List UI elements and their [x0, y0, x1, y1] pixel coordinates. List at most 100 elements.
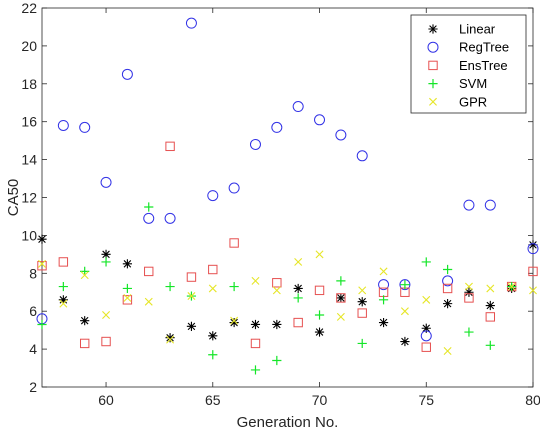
enstree-point	[58, 257, 69, 267]
y-tick-label: 8	[29, 265, 37, 281]
legend-item-gpr: GPR	[429, 94, 487, 109]
legend-item-regtree: RegTree	[427, 40, 509, 55]
regtree-point	[484, 199, 496, 211]
regtree-point	[399, 279, 411, 291]
enstree-point	[79, 338, 90, 349]
enstree-point	[314, 285, 325, 296]
enstree-point	[165, 141, 175, 152]
enstree-point	[272, 278, 282, 288]
legend-marker-enstree	[428, 60, 438, 71]
svm-point	[165, 281, 175, 292]
regtree-point	[79, 121, 91, 133]
regtree-point	[121, 68, 133, 80]
gpr-point	[315, 250, 324, 259]
regtree-point	[442, 275, 454, 287]
regtree-point	[100, 176, 112, 188]
enstree-point	[421, 342, 431, 352]
gpr-point	[358, 286, 367, 295]
svm-point	[58, 281, 68, 292]
regtree-point	[292, 101, 304, 113]
gpr-point	[208, 284, 217, 293]
legend-label-svm: SVM	[459, 76, 487, 91]
x-tick-label: 65	[205, 392, 221, 408]
enstree-point	[336, 293, 346, 303]
gpr-point	[166, 335, 175, 344]
linear-point	[186, 321, 197, 331]
gpr-point	[529, 286, 537, 295]
linear-point	[80, 316, 90, 326]
linear-point	[165, 333, 175, 343]
x-tick-label: 60	[98, 392, 114, 408]
regtree-point	[228, 182, 240, 194]
regtree-point	[164, 212, 176, 224]
y-tick-label: 18	[21, 76, 37, 92]
regtree-point	[207, 190, 219, 202]
legend-label-linear: Linear	[459, 22, 496, 37]
x-tick-label: 80	[525, 392, 540, 408]
y-tick-label: 6	[29, 303, 37, 319]
svm-point	[443, 264, 453, 275]
gpr-point	[486, 284, 495, 293]
linear-point	[58, 295, 68, 305]
svm-point	[378, 295, 389, 305]
y-tick-label: 12	[21, 190, 37, 206]
gpr-point	[272, 286, 281, 295]
regtree-point	[314, 114, 326, 126]
gpr-point	[144, 297, 153, 306]
svm-point	[229, 281, 239, 292]
linear-point	[421, 323, 431, 333]
legend-marker-linear	[428, 24, 438, 34]
gpr-point	[400, 307, 409, 316]
linear-point	[400, 336, 410, 347]
linear-point	[443, 299, 453, 309]
linear-point	[250, 319, 261, 330]
gpr-point	[187, 292, 196, 301]
gpr-point	[336, 312, 345, 321]
svm-point	[421, 257, 431, 267]
linear-point	[314, 327, 325, 337]
svm-point	[208, 350, 218, 360]
enstree-point	[464, 293, 474, 303]
linear-point	[378, 317, 389, 328]
x-axis-label: Generation No.	[237, 414, 339, 431]
regtree-point	[356, 150, 368, 162]
linear-point	[528, 240, 538, 250]
regtree-point	[378, 279, 390, 291]
legend-item-linear: Linear	[428, 22, 496, 37]
linear-point	[101, 249, 111, 259]
gpr-point	[251, 276, 260, 285]
regtree-point	[185, 17, 197, 29]
legend-marker-gpr	[429, 97, 437, 106]
gpr-point	[59, 299, 68, 308]
gpr-point	[123, 293, 132, 302]
tick-labels: 60 65 70 75 80 2 4 6 8 10 12 14 16 18 20 22	[21, 0, 540, 408]
enstree-point	[37, 261, 47, 271]
svm-point	[122, 283, 132, 294]
gpr-point	[294, 257, 303, 266]
svm-point	[464, 327, 474, 337]
linear-point	[485, 300, 495, 311]
enstree-point	[229, 238, 239, 248]
enstree-point	[208, 264, 218, 275]
data-marks	[36, 17, 539, 375]
svm-point	[144, 202, 154, 212]
series-enstree	[37, 141, 538, 352]
regtree-point	[271, 121, 283, 133]
svm-point	[336, 276, 346, 286]
legend-marker-regtree	[427, 41, 439, 53]
legend: Linear RegTree EnsTree SVM GPR	[410, 14, 527, 114]
linear-point	[272, 319, 282, 330]
linear-point	[464, 287, 474, 297]
gpr-point	[464, 282, 473, 291]
gpr-point	[38, 259, 46, 268]
x-tick-label: 75	[418, 392, 434, 408]
y-tick-label: 22	[21, 0, 37, 16]
x-tick-label: 70	[312, 392, 328, 408]
svm-point	[293, 293, 303, 303]
gpr-point	[102, 311, 111, 319]
legend-item-enstree: EnsTree	[428, 58, 508, 73]
linear-point	[229, 317, 239, 328]
series-linear	[37, 234, 538, 347]
enstree-point	[250, 338, 261, 349]
regtree-point	[335, 129, 347, 141]
